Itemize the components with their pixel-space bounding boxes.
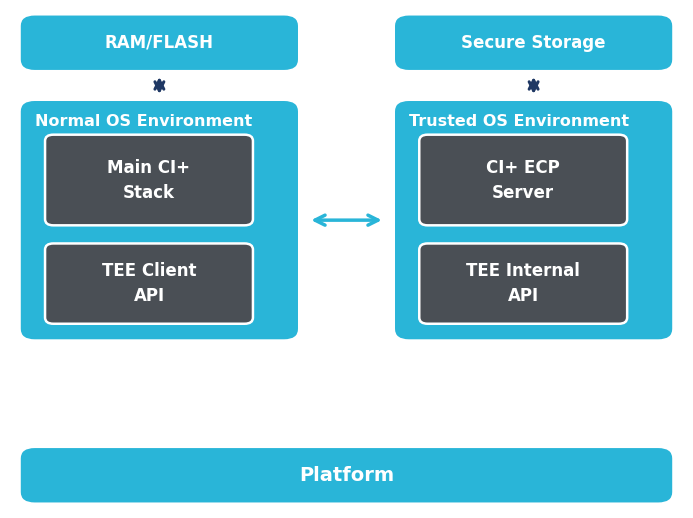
FancyBboxPatch shape [45, 135, 253, 225]
FancyBboxPatch shape [21, 101, 298, 339]
Text: Secure Storage: Secure Storage [462, 34, 606, 52]
Text: RAM/FLASH: RAM/FLASH [105, 34, 214, 52]
Text: TEE Internal
API: TEE Internal API [466, 262, 580, 305]
FancyBboxPatch shape [21, 448, 672, 502]
FancyBboxPatch shape [45, 243, 253, 324]
FancyBboxPatch shape [21, 16, 298, 70]
Text: Trusted OS Environment: Trusted OS Environment [409, 114, 629, 129]
Text: Main CI+
Stack: Main CI+ Stack [107, 159, 191, 202]
Text: CI+ ECP
Server: CI+ ECP Server [486, 159, 560, 202]
Text: TEE Client
API: TEE Client API [102, 262, 196, 305]
FancyBboxPatch shape [395, 101, 672, 339]
Text: Platform: Platform [299, 466, 394, 485]
FancyBboxPatch shape [395, 16, 672, 70]
FancyBboxPatch shape [419, 243, 627, 324]
FancyBboxPatch shape [419, 135, 627, 225]
Text: Normal OS Environment: Normal OS Environment [35, 114, 252, 129]
